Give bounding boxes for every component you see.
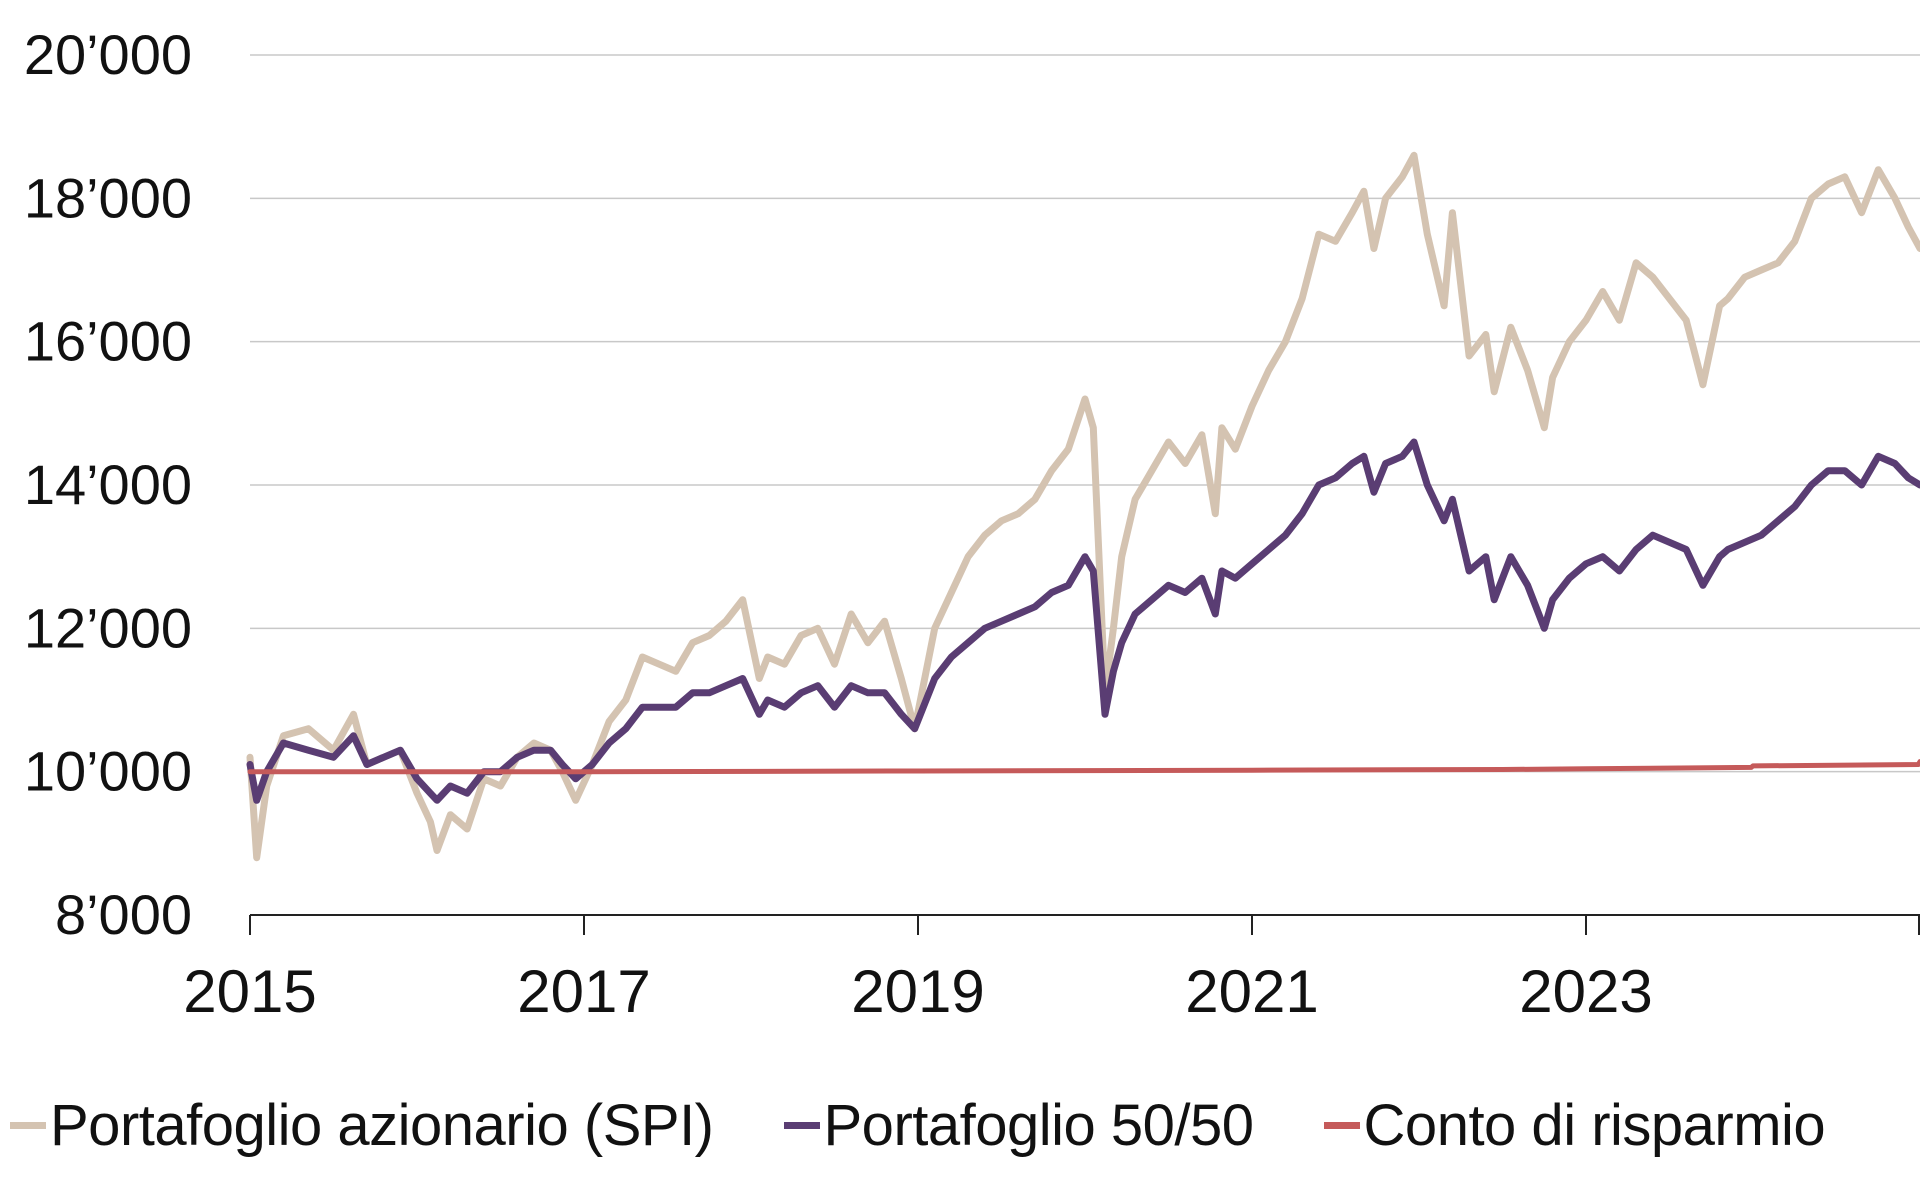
x-tick-labels: 2015 2017 2019 2021 2023 [183, 958, 1652, 1025]
y-tick-label-16000: 16’000 [24, 310, 192, 373]
legend-item-spi: Portafoglio azionario (SPI) [10, 1092, 714, 1159]
y-tick-label-8000: 8’000 [55, 883, 192, 946]
series-line-spi [246, 151, 1920, 862]
legend-item-risparmio: Conto di risparmio [1323, 1092, 1826, 1159]
y-tick-label-18000: 18’000 [24, 166, 192, 229]
y-tick-labels: 8’000 10’000 12’000 14’000 16’000 18’000 20’00… [24, 23, 192, 946]
gridlines [250, 54, 1920, 773]
x-axis [249, 914, 1920, 935]
y-tick-label-12000: 12’000 [24, 596, 192, 659]
series-lines [246, 151, 1920, 862]
legend-swatch-spi [10, 1121, 46, 1129]
y-tick-label-14000: 14’000 [24, 453, 192, 516]
legend-item-5050: Portafoglio 50/50 [783, 1092, 1255, 1159]
legend-label-5050: Portafoglio 50/50 [823, 1092, 1255, 1158]
legend-swatch-5050 [783, 1121, 820, 1129]
x-tick-label-2021: 2021 [1185, 958, 1318, 1025]
series-line-risparmio [247, 759, 1920, 775]
legend-label-risparmio: Conto di risparmio [1363, 1092, 1826, 1158]
x-tick-label-2015: 2015 [183, 958, 316, 1025]
legend-swatch-risparmio [1323, 1121, 1360, 1129]
y-tick-label-10000: 10’000 [24, 740, 192, 803]
x-tick-label-2019: 2019 [851, 958, 984, 1025]
y-tick-label-20000: 20’000 [24, 23, 192, 86]
series-line-5050 [246, 438, 1920, 804]
legend-label-spi: Portafoglio azionario (SPI) [50, 1092, 714, 1158]
x-tick-label-2017: 2017 [517, 958, 650, 1025]
x-tick-label-2023: 2023 [1519, 958, 1652, 1025]
legend: Portafoglio azionario (SPI) Portafoglio … [10, 1080, 1895, 1170]
